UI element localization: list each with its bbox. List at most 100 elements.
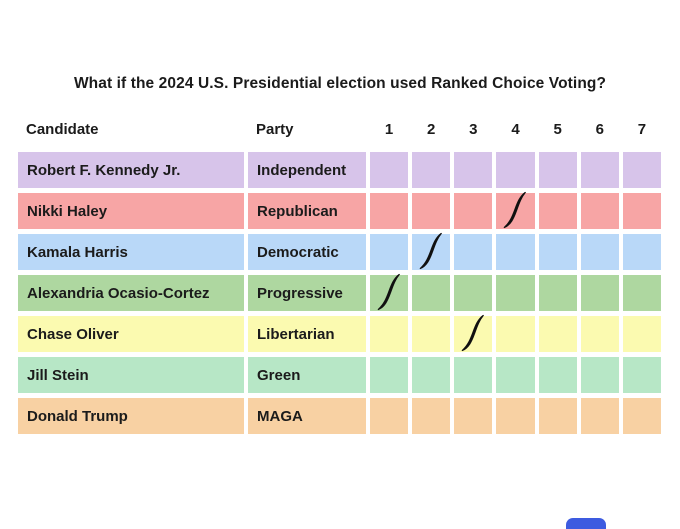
header-rank-2: 2 — [427, 120, 436, 138]
party-cell: Independent — [248, 152, 366, 188]
vote-mark-icon — [419, 232, 443, 270]
header-party: Party — [256, 120, 294, 138]
rank-cell[interactable] — [580, 316, 619, 352]
rank-cell[interactable] — [370, 234, 409, 270]
rank-cell[interactable] — [580, 275, 619, 311]
candidate-cell: Donald Trump — [18, 398, 244, 434]
vote-mark-icon — [504, 191, 527, 229]
party-cell: Green — [248, 357, 366, 393]
rank-cell[interactable] — [622, 152, 661, 188]
party-cell: MAGA — [248, 398, 366, 434]
candidate-row-oliver: Chase Oliver Libertarian — [18, 314, 661, 352]
rank-cell[interactable] — [538, 316, 577, 352]
rank-cell[interactable] — [370, 357, 409, 393]
candidate-name: Jill Stein — [27, 366, 89, 384]
rank-cell[interactable] — [580, 193, 619, 229]
party-name: Republican — [257, 202, 338, 220]
rank-cell[interactable] — [580, 152, 619, 188]
candidate-cell: Robert F. Kennedy Jr. — [18, 152, 244, 188]
ballot-table: Candidate Party 1 2 3 4 5 6 7 Robert F. … — [18, 114, 661, 439]
candidate-row-kennedy: Robert F. Kennedy Jr. Independent — [18, 152, 661, 188]
rank-cell[interactable] — [538, 357, 577, 393]
rank-cell[interactable] — [538, 398, 577, 434]
rank-cell[interactable] — [370, 152, 409, 188]
rank-cell[interactable] — [496, 191, 535, 229]
rank-cell[interactable] — [412, 275, 451, 311]
rank-cell[interactable] — [496, 234, 535, 270]
rank-cell[interactable] — [580, 234, 619, 270]
candidate-name: Donald Trump — [27, 407, 128, 425]
candidate-cell: Alexandria Ocasio-Cortez — [18, 275, 244, 311]
rank-cell[interactable] — [370, 398, 409, 434]
rank-cell[interactable] — [580, 398, 619, 434]
header-rank-7: 7 — [637, 120, 647, 138]
rank-cell[interactable] — [538, 193, 577, 229]
rank-cell[interactable] — [454, 234, 493, 270]
candidate-name: Alexandria Ocasio-Cortez — [27, 284, 210, 302]
rank-cell[interactable] — [370, 273, 409, 311]
rank-cell[interactable] — [412, 152, 451, 188]
rank-cell[interactable] — [496, 152, 535, 188]
header-rank-6: 6 — [595, 120, 604, 138]
party-name: Green — [257, 366, 301, 384]
rank-cell[interactable] — [622, 193, 661, 229]
vote-mark-icon — [462, 314, 485, 352]
party-name: Democratic — [257, 243, 339, 261]
header-rank-3: 3 — [469, 120, 478, 138]
party-name: MAGA — [257, 407, 303, 425]
header-rank-4: 4 — [511, 120, 520, 138]
rank-cell[interactable] — [412, 398, 451, 434]
candidate-row-ocasio-cortez: Alexandria Ocasio-Cortez Progressive — [18, 273, 661, 311]
rank-cell[interactable] — [496, 275, 535, 311]
candidate-cell: Chase Oliver — [18, 316, 244, 352]
candidate-cell: Kamala Harris — [18, 234, 244, 270]
candidate-name: Chase Oliver — [27, 325, 119, 343]
party-name: Progressive — [257, 284, 343, 302]
candidate-row-stein: Jill Stein Green — [18, 357, 661, 393]
rank-cell[interactable] — [412, 193, 451, 229]
candidate-name: Nikki Haley — [27, 202, 108, 220]
rank-cell[interactable] — [454, 193, 493, 229]
candidate-name: Kamala Harris — [27, 243, 128, 261]
vote-mark-icon — [377, 273, 400, 311]
rank-cell[interactable] — [454, 314, 493, 352]
table-header: Candidate Party 1 2 3 4 5 6 7 — [18, 114, 661, 144]
rank-cell[interactable] — [622, 398, 661, 434]
rank-cell[interactable] — [622, 275, 661, 311]
rank-cell[interactable] — [454, 152, 493, 188]
candidate-row-trump: Donald Trump MAGA — [18, 398, 661, 434]
rank-cell[interactable] — [412, 316, 451, 352]
rank-cell[interactable] — [454, 398, 493, 434]
rank-cell[interactable] — [496, 357, 535, 393]
page-title: What if the 2024 U.S. Presidential elect… — [73, 75, 607, 92]
rank-cell[interactable] — [454, 357, 493, 393]
header-candidate: Candidate — [26, 120, 99, 138]
candidate-cell: Nikki Haley — [18, 193, 244, 229]
header-rank-5: 5 — [553, 120, 562, 138]
party-cell: Democratic — [248, 234, 366, 270]
rank-cell[interactable] — [454, 275, 493, 311]
candidate-row-harris: Kamala Harris Democratic — [18, 232, 661, 270]
rank-cell[interactable] — [496, 316, 535, 352]
party-name: Independent — [257, 161, 347, 179]
rank-cell[interactable] — [538, 152, 577, 188]
party-cell: Libertarian — [248, 316, 366, 352]
rank-cell[interactable] — [580, 357, 619, 393]
candidate-cell: Jill Stein — [18, 357, 244, 393]
party-name: Libertarian — [257, 325, 335, 343]
party-cell: Republican — [248, 193, 366, 229]
rank-cell[interactable] — [412, 357, 451, 393]
rank-cell[interactable] — [622, 316, 661, 352]
rank-cell[interactable] — [622, 234, 661, 270]
rank-cell[interactable] — [622, 357, 661, 393]
cropped-blue-element — [566, 518, 606, 529]
rank-cell[interactable] — [538, 275, 577, 311]
rank-cell[interactable] — [496, 398, 535, 434]
header-rank-1: 1 — [384, 120, 394, 138]
rank-cell[interactable] — [370, 316, 409, 352]
rank-cell[interactable] — [370, 193, 409, 229]
rank-cell[interactable] — [412, 232, 451, 270]
candidate-name: Robert F. Kennedy Jr. — [27, 161, 181, 179]
rank-cell[interactable] — [538, 234, 577, 270]
